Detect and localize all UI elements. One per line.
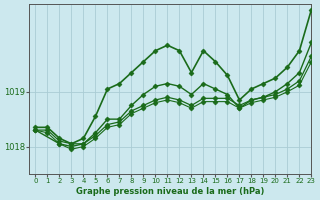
X-axis label: Graphe pression niveau de la mer (hPa): Graphe pression niveau de la mer (hPa) (76, 187, 265, 196)
